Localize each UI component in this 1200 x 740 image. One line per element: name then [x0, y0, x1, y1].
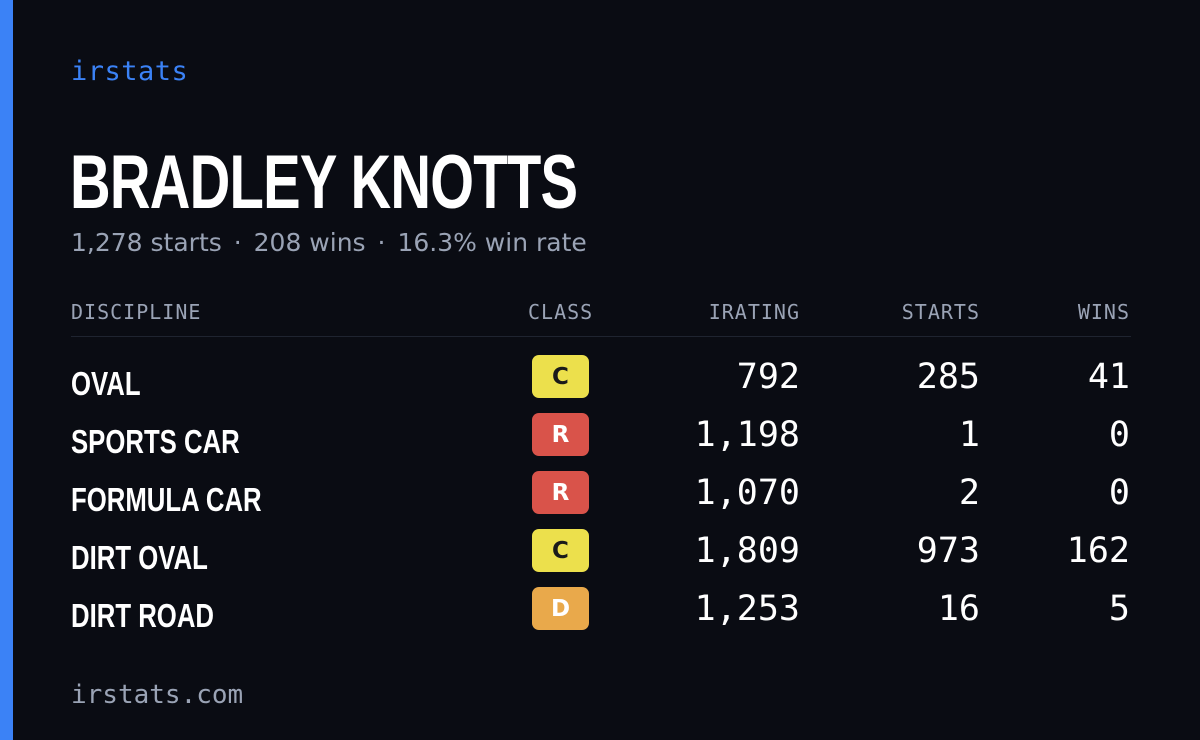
irating-value: 1,198	[694, 415, 800, 455]
class-badge: C	[532, 529, 589, 572]
table-body: OVAL C 792 285 41 SPORTS CAR R 1,198 1 0…	[71, 353, 1131, 643]
starts-value: 1	[958, 415, 980, 455]
wins-value: 162	[1066, 531, 1130, 571]
starts-value: 2	[958, 473, 980, 513]
starts-value: 973	[916, 531, 980, 571]
class-badge: D	[532, 587, 589, 630]
summary-separator: ·	[377, 228, 386, 257]
footer-url: irstats.com	[71, 680, 244, 710]
class-badge: R	[532, 413, 589, 456]
table-header: DISCIPLINE CLASS IRATING STARTS WINS	[71, 296, 1131, 337]
starts-summary: 1,278 starts	[71, 228, 222, 257]
discipline-name: OVAL	[71, 365, 141, 402]
wins-value: 41	[1087, 357, 1130, 397]
license-table: DISCIPLINE CLASS IRATING STARTS WINS OVA…	[71, 296, 1131, 634]
brand-wordmark: irstats	[71, 56, 189, 87]
wins-summary: 208 wins	[253, 228, 366, 257]
win-rate-summary: 16.3% win rate	[397, 228, 587, 257]
wins-value: 5	[1108, 589, 1130, 629]
accent-bar	[0, 0, 13, 740]
irating-value: 1,809	[694, 531, 800, 571]
header-irating: IRATING	[708, 300, 800, 324]
table-row: OVAL C 792 285 41	[71, 353, 1131, 411]
table-row: SPORTS CAR R 1,198 1 0	[71, 411, 1131, 469]
discipline-name: DIRT ROAD	[71, 597, 214, 634]
summary-separator: ·	[233, 228, 242, 257]
wins-value: 0	[1108, 473, 1130, 513]
driver-name: BRADLEY KNOTTS	[70, 140, 578, 225]
irating-value: 792	[736, 357, 800, 397]
wins-value: 0	[1108, 415, 1130, 455]
header-discipline: DISCIPLINE	[71, 300, 202, 324]
class-badge: R	[532, 471, 589, 514]
class-badge: C	[532, 355, 589, 398]
header-starts: STARTS	[901, 300, 980, 324]
header-class: CLASS	[528, 300, 594, 324]
driver-summary: 1,278 starts · 208 wins · 16.3% win rate	[71, 228, 587, 257]
irating-value: 1,070	[694, 473, 800, 513]
table-row: DIRT OVAL C 1,809 973 162	[71, 527, 1131, 585]
discipline-name: SPORTS CAR	[71, 423, 240, 460]
starts-value: 16	[937, 589, 980, 629]
starts-value: 285	[916, 357, 980, 397]
discipline-name: DIRT OVAL	[71, 539, 208, 576]
table-row: FORMULA CAR R 1,070 2 0	[71, 469, 1131, 527]
header-wins: WINS	[1077, 300, 1130, 324]
discipline-name: FORMULA CAR	[71, 481, 262, 518]
irating-value: 1,253	[694, 589, 800, 629]
table-row: DIRT ROAD D 1,253 16 5	[71, 585, 1131, 643]
